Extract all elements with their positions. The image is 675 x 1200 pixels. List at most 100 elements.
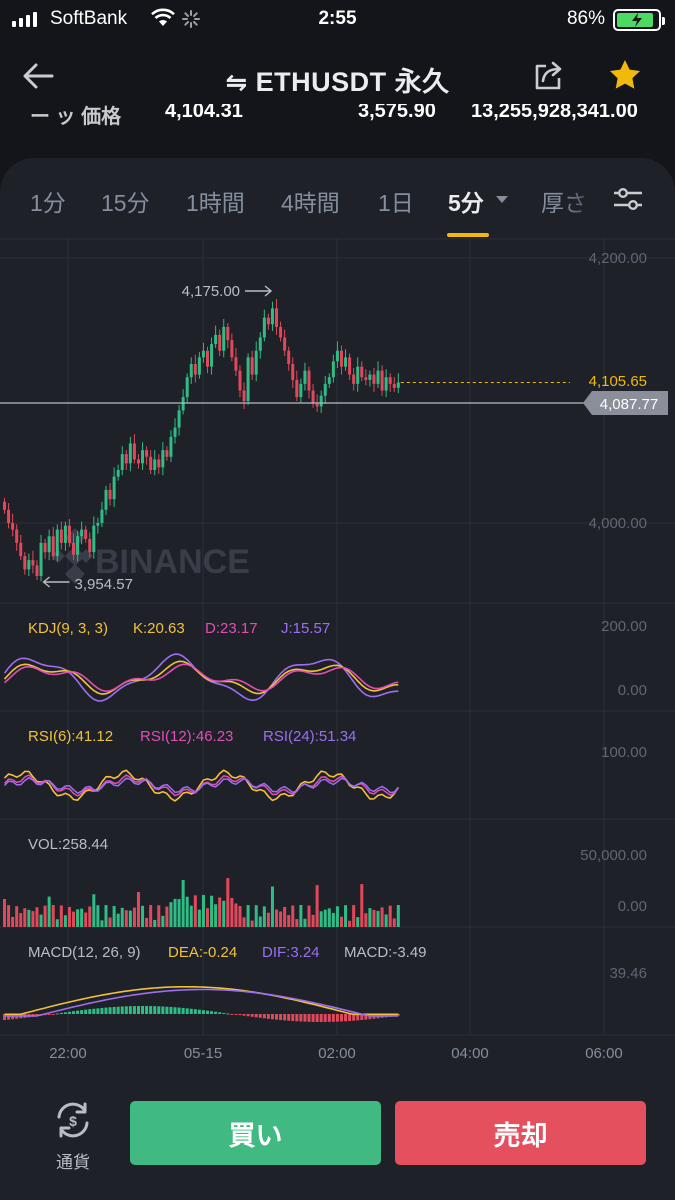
share-icon[interactable] xyxy=(532,58,566,92)
candle xyxy=(169,430,173,463)
ticker-value-a: 3,575.90 xyxy=(358,104,436,122)
candle xyxy=(136,454,140,469)
macd-bar xyxy=(352,1014,356,1021)
macd-value-label: MACD:-3.49 xyxy=(344,944,427,961)
candle xyxy=(396,373,400,394)
rsi24-label: RSI(24):51.34 xyxy=(263,728,356,745)
back-arrow-icon[interactable] xyxy=(20,58,56,94)
macd-bar xyxy=(319,1014,323,1022)
tab-4h[interactable]: 4時間 xyxy=(281,190,340,216)
candle xyxy=(238,365,242,398)
volume-bar xyxy=(201,895,205,927)
macd-bar xyxy=(181,1007,185,1014)
candle xyxy=(266,313,270,330)
macd-bar xyxy=(344,1014,348,1022)
candle-body xyxy=(193,364,197,375)
macd-bar xyxy=(303,1014,307,1022)
volume-bar xyxy=(157,905,161,927)
volume-bar xyxy=(76,909,80,927)
cell-signal-icon xyxy=(12,12,37,27)
kline-chart[interactable]: 22:00 05-15 02:00 04:00 06:00 4,200.00 4,000.0… xyxy=(0,238,675,1068)
settings-sliders-icon[interactable] xyxy=(612,186,644,212)
macd-bar xyxy=(335,1014,339,1022)
x-tick-label: 05-15 xyxy=(184,1045,222,1062)
candle-body xyxy=(206,350,209,367)
macd-bar xyxy=(234,1014,238,1015)
currency-label: 通貨 xyxy=(56,1153,90,1172)
candle-body xyxy=(67,525,71,543)
candle-body xyxy=(210,344,214,367)
volume-bar xyxy=(11,916,15,927)
volume-bar xyxy=(39,914,43,927)
macd-bar xyxy=(145,1006,149,1014)
volume-bar xyxy=(92,894,96,927)
candle-body xyxy=(185,377,189,398)
candle xyxy=(173,418,177,444)
candle-body xyxy=(384,377,388,391)
candle-body xyxy=(181,397,185,411)
volume-bar xyxy=(323,909,327,927)
candle xyxy=(319,390,323,414)
candle xyxy=(388,373,392,392)
candle xyxy=(222,318,226,358)
tab-5m[interactable]: 5分 xyxy=(448,190,484,216)
y-tick-label: 4,000.00 xyxy=(589,515,647,532)
buy-button[interactable]: 買い xyxy=(130,1101,381,1165)
candle xyxy=(339,345,343,375)
battery-icon xyxy=(613,9,665,31)
candle xyxy=(356,357,360,392)
macd-bar xyxy=(201,1010,205,1014)
favorite-star-icon[interactable] xyxy=(608,58,642,92)
candle xyxy=(7,503,11,529)
currency-button[interactable]: $ 通貨 xyxy=(44,1100,102,1172)
candle-body xyxy=(392,383,396,388)
macd-bar xyxy=(287,1014,291,1021)
candle xyxy=(287,346,291,371)
tab-1d[interactable]: 1日 xyxy=(378,190,414,216)
x-tick-label: 04:00 xyxy=(451,1045,489,1062)
candle xyxy=(59,521,63,550)
volume-bar xyxy=(214,904,218,927)
kdj-j-line xyxy=(3,653,399,702)
macd-bar xyxy=(311,1014,315,1022)
macd-bar xyxy=(149,1006,153,1014)
candle xyxy=(108,483,112,506)
candle-body xyxy=(51,536,55,557)
tab-1h[interactable]: 1時間 xyxy=(186,190,245,216)
candle xyxy=(234,348,238,376)
volume-bar xyxy=(100,920,104,927)
candle xyxy=(226,322,230,349)
candle xyxy=(100,501,104,527)
candle-body xyxy=(283,337,287,351)
candle xyxy=(348,353,352,380)
candle-body xyxy=(303,370,307,384)
candle-body xyxy=(335,350,339,362)
chevron-down-icon[interactable] xyxy=(496,196,508,203)
candle xyxy=(189,357,193,384)
volume-bar xyxy=(388,905,392,927)
candle-body xyxy=(376,370,380,384)
volume-bar xyxy=(364,913,368,927)
volume-bar xyxy=(51,905,55,927)
sell-button[interactable]: 売却 xyxy=(395,1101,646,1165)
page-title[interactable]: ⇋ ETHUSDT 永久 xyxy=(0,60,675,99)
volume-bar xyxy=(59,905,63,927)
candle-body xyxy=(35,565,39,576)
volume-bar xyxy=(226,878,230,927)
candle-body xyxy=(63,525,67,543)
candle xyxy=(185,373,189,403)
watermark-text: BINANCE xyxy=(95,543,250,581)
tab-1m[interactable]: 1分 xyxy=(30,190,66,216)
candle-body xyxy=(307,370,311,391)
binance-logo-icon xyxy=(51,528,93,584)
tab-15m[interactable]: 15分 xyxy=(101,190,150,216)
volume-bar xyxy=(210,895,214,927)
rsi12-label: RSI(12):46.23 xyxy=(140,728,233,745)
volume-bar xyxy=(136,892,140,927)
candle xyxy=(63,521,67,551)
macd-bar xyxy=(206,1010,209,1014)
macd-bar xyxy=(92,1008,96,1014)
candle xyxy=(262,309,266,342)
y-tick-label: 50,000.00 xyxy=(580,847,647,864)
candle-body xyxy=(55,529,59,557)
